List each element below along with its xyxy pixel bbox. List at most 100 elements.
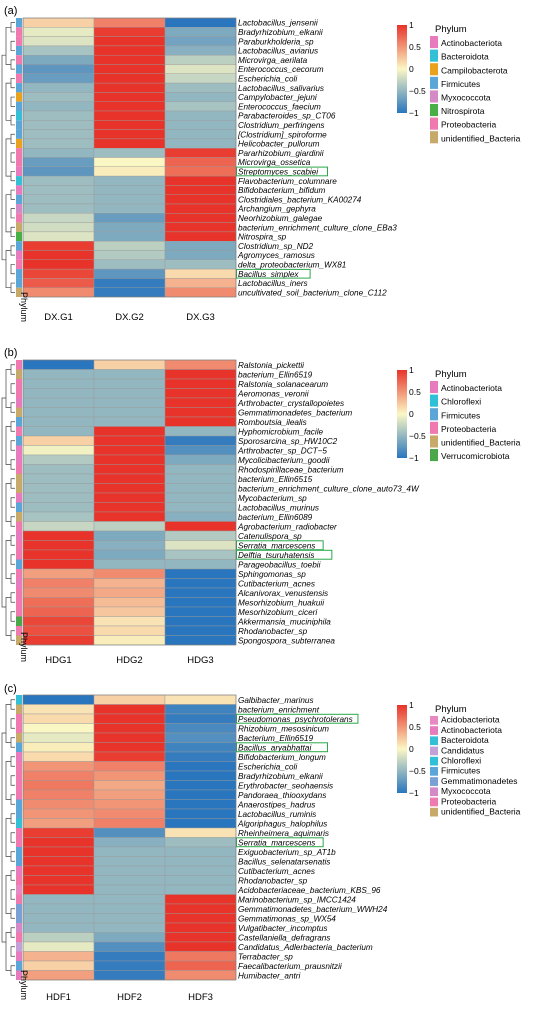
heatmap-cell [93,502,166,513]
heatmap-cell [164,231,237,242]
colorbar [397,25,407,113]
legend-entry: Chloroflexi [441,756,481,766]
heatmap-cell [22,240,95,251]
heatmap-cell [93,511,166,522]
heatmap-cell [93,27,166,37]
heatmap-cell [164,194,237,205]
phylum-axis-label: Phylum [19,292,29,322]
heatmap-cell [22,45,95,56]
row-label: Rhizobium_mesosinicum [238,724,329,733]
heatmap-cell [22,808,95,819]
heatmap-cell [164,751,237,762]
phylum-annotation-cell [16,101,22,111]
heatmap-cell [22,521,95,532]
heatmap-cell [93,780,166,791]
row-label: Mycolicibacterium_goodii [238,456,330,465]
heatmap-cell [93,138,166,149]
dendrogram-branch [10,59,15,70]
heatmap-cell [22,960,95,971]
heatmap-cell [22,578,95,589]
heatmap-cell [22,203,95,214]
phylum-annotation-cell [16,464,22,474]
heatmap-cell [93,606,166,617]
heatmap-cell [93,82,166,93]
phylum-annotation-cell [16,742,22,752]
row-label: Anaerostipes_hadrus [237,800,315,809]
phylum-annotation-cell [16,111,22,121]
heatmap-cell [93,407,166,418]
dendrogram-branch [5,194,11,233]
column-label: DX.G3 [186,312,215,323]
legend-swatch [430,716,438,725]
heatmap-cell [93,445,166,456]
heatmap-cell [93,616,166,627]
heatmap-cell [93,799,166,810]
dendrogram-branch [10,794,15,805]
dendrogram-branch [5,138,11,177]
legend-swatch [430,736,438,746]
row-label: Nitrospira_sp [238,233,287,242]
dendrogram-branch [10,813,15,824]
heatmap-cell [22,175,95,186]
heatmap-cell [93,568,166,579]
heatmap-cell [22,694,95,705]
heatmap-cell [22,287,95,298]
phylum-annotation-cell [16,148,22,158]
row-label: Rhodanobacter_sp [238,876,308,885]
heatmap-cell [22,818,95,829]
colorbar-tick-label: 1 [409,700,414,710]
row-label: Parageobacillus_toebii [238,560,321,569]
row-label: Sphingomonas_sp [238,570,306,579]
phylum-annotation-cell [16,913,22,923]
heatmap-cell [164,426,237,437]
phylum-annotation-cell [16,493,22,503]
dendrogram-branch [10,383,15,394]
heatmap-cell [164,789,237,800]
colorbar-tick-label: −0.5 [409,431,426,441]
phylum-annotation-cell [16,635,22,645]
heatmap-cell [22,635,95,646]
phylum-annotation-cell [16,512,22,522]
phylum-annotation-cell [16,607,22,617]
heatmap-cell [93,970,166,981]
heatmap-cell [164,625,237,636]
phylum-annotation-cell [16,231,22,242]
heatmap-cell [93,540,166,551]
row-label: Arthrobacter_sp_DCT−5 [237,446,327,455]
dendrogram-branch [10,22,15,33]
dendrogram-branch [10,965,15,976]
dendrogram-branch [10,152,15,163]
row-label: Clostridium_perfringens [238,121,324,130]
row-label: Vulgatibacter_incomptus [238,924,328,933]
highlight-box [236,540,324,551]
dendrogram-branch [10,171,15,182]
row-label: Escherichia_coli [238,762,297,771]
heatmap-border [22,359,237,646]
heatmap-cell [22,884,95,895]
highlight-box [236,268,311,279]
heatmap-cell [22,713,95,724]
phylum-annotation-cell [16,752,22,762]
row-label: Galbibacter_marinus [238,696,314,705]
legend-entry: Myxococcota [441,93,491,103]
column-label: HDG3 [187,655,213,666]
heatmap-cell [22,492,95,503]
phylum-annotation-cell [16,83,22,93]
heatmap-cell [164,445,237,456]
panel-label: (c) [4,683,17,695]
heatmap-cell [93,578,166,589]
column-label: DX.G2 [115,312,144,323]
dendrogram-branch [10,775,15,786]
row-label: Spongospora_subterranea [238,636,335,645]
colorbar [397,705,407,793]
dendrogram-branch [10,478,15,489]
heatmap-cell [164,511,237,522]
dendrogram-branch [10,133,15,144]
phylum-annotation-cell [16,120,22,130]
phylum-annotation-cell [16,885,22,895]
dendrogram-branch [10,889,15,900]
dendrogram-branch [10,459,15,470]
heatmap-cell [22,559,95,570]
column-label: HDF2 [117,992,142,1003]
heatmap-cell [93,856,166,867]
